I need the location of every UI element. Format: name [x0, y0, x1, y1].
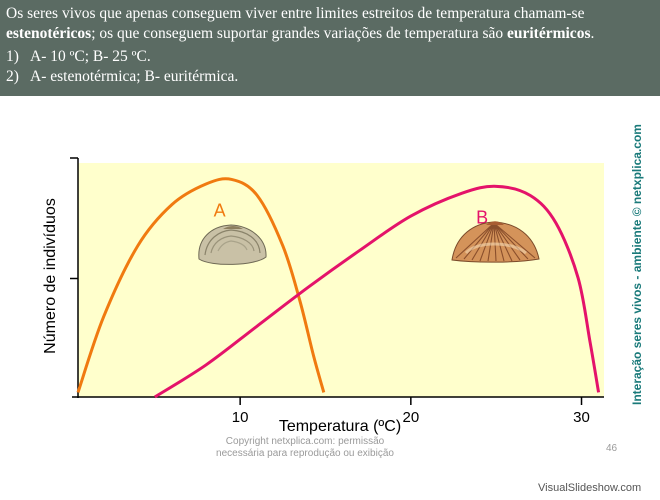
definition-part: ; os que conseguem suportar grandes vari… [91, 25, 507, 42]
y-axis-label: Número de indivíduos [42, 198, 59, 354]
option-number: 1) [6, 48, 19, 65]
series-label-a: A [214, 200, 226, 220]
series-line-b [154, 184, 601, 399]
clam-shell-icon [198, 224, 267, 265]
answer-option-1: 1) A- 10 ºC; B- 25 ºC. [6, 47, 654, 67]
series-line-a [76, 177, 326, 393]
plot-background [78, 163, 604, 397]
header-panel: Os seres vivos que apenas conseguem vive… [0, 0, 660, 96]
option-text: A- estenotérmica; B- euritérmica. [30, 68, 239, 85]
x-tick-label: 20 [402, 409, 419, 426]
option-text: A- 10 ºC; B- 25 ºC. [30, 48, 151, 65]
watermark: VisualSlideshow.com [538, 482, 642, 494]
definition-text: Os seres vivos que apenas conseguem vive… [6, 4, 654, 44]
x-tick-label: 30 [573, 409, 590, 426]
x-axis-label: Temperatura (ºC) [279, 418, 401, 435]
page-number: 46 [606, 443, 618, 454]
answer-option-2: 2) A- estenotérmica; B- euritérmica. [6, 67, 654, 87]
definition-part: . [590, 25, 595, 42]
y-ticks [70, 157, 78, 280]
cockle-shell-icon [451, 221, 540, 263]
series-label-b: B [476, 207, 488, 227]
x-ticks: 10 20 30 [232, 397, 590, 426]
copyright-notice: Copyright netxplica.com: permissão neces… [216, 436, 394, 459]
option-number: 2) [6, 68, 19, 85]
answer-options: 1) A- 10 ºC; B- 25 ºC. 2) A- estenotérmica… [6, 47, 654, 87]
series-lines [76, 177, 601, 399]
term-stenothermic: estenotéricos [6, 25, 92, 42]
x-tick-label: 10 [232, 409, 249, 426]
sidebar-credit: Interação seres vivos - ambiente © netxp… [630, 124, 644, 405]
term-eurythermic: euritérmicos [506, 25, 591, 42]
definition-part: Os seres vivos que apenas conseguem vive… [6, 5, 585, 22]
